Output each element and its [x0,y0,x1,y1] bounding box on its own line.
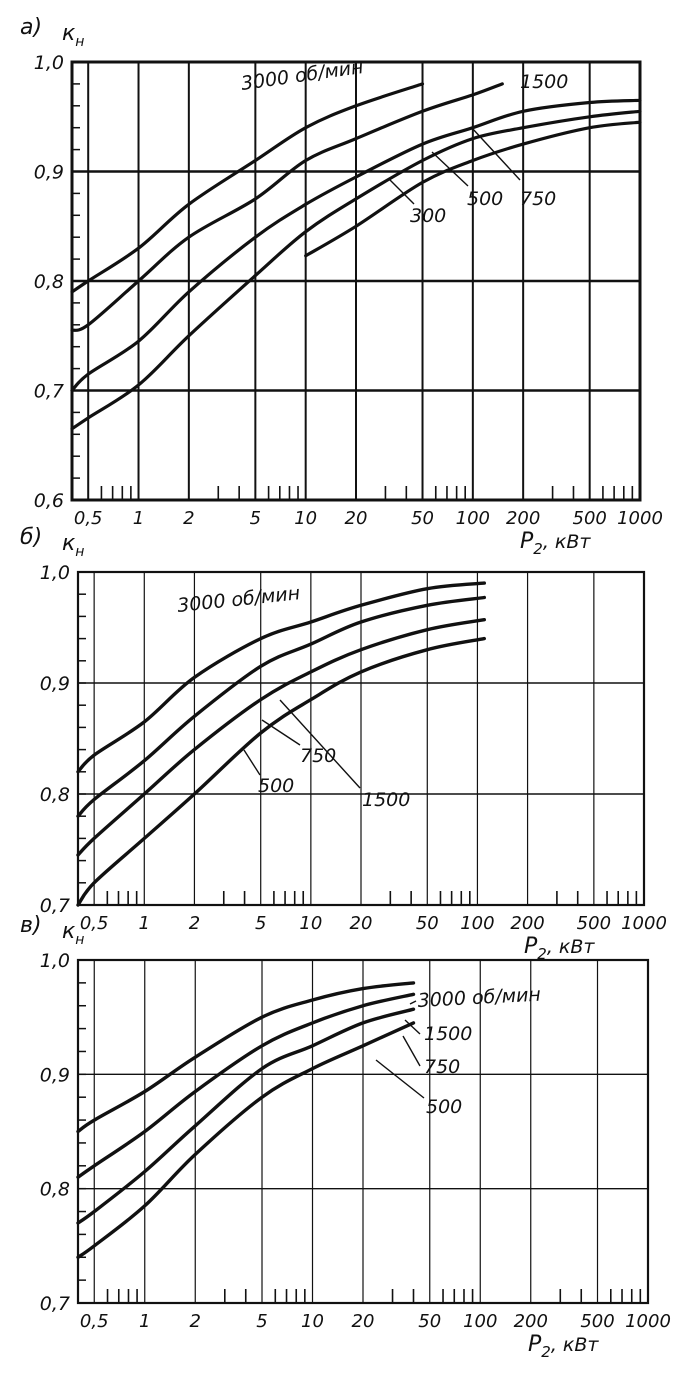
x-tick-label: 500 [580,1311,614,1332]
x-tick-label: 10 [299,913,322,934]
panel-label: б) [20,525,42,550]
x-tick-label: 1000 [625,1311,671,1332]
x-tick-label: 1 [139,913,150,934]
x-axis-label: P2, кВт [528,1332,599,1361]
y-tick-label: 0,6 [34,490,64,512]
x-tick-label: 200 [510,913,544,934]
x-tick-label: 1000 [621,913,667,934]
series-leader-line [279,699,361,789]
series-leader-line [389,179,415,205]
series-line-3 [76,636,486,907]
series-leader-line [243,749,261,776]
series-label: 3000 об/мин [417,984,541,1012]
x-tick-label: 50 [411,508,434,529]
x-tick-label: 500 [573,508,607,529]
series-line-0 [76,981,416,1134]
y-tick-label: 0,9 [40,1064,70,1086]
y-tick-label: 0,9 [40,673,70,695]
x-tick-label: 100 [456,508,490,529]
series-leader-line [402,1035,421,1067]
series-label: 1500 [520,71,568,93]
x-tick-label: 500 [577,913,611,934]
x-axis-label: P2, кВт [520,529,591,558]
x-tick-label: 2 [189,913,200,934]
x-tick-label: 1 [133,508,144,529]
panel-label: в) [20,913,42,938]
x-tick-label: 20 [350,913,373,934]
y-tick-label: 0,7 [40,1293,70,1315]
x-tick-label: 2 [190,1311,201,1332]
x-tick-label: 20 [352,1311,375,1332]
x-tick-label: 5 [250,508,261,529]
x-tick-label: 100 [463,1311,497,1332]
x-tick-label: 200 [506,508,540,529]
series-leader-line [261,719,301,746]
x-tick-label: 100 [460,913,494,934]
series-label: 300 [410,205,446,227]
x-tick-label: 0,5 [80,1311,109,1332]
series-line-2 [70,98,642,393]
y-tick-label: 1,0 [40,950,70,972]
series-line-3 [76,1021,416,1259]
y-tick-label: 0,8 [34,271,64,293]
series-line-3 [70,109,642,431]
x-tick-label: 1 [139,1311,150,1332]
series-label: 500 [258,775,294,797]
series-label: 750 [424,1056,460,1078]
x-tick-label: 0,5 [74,508,103,529]
x-tick-label: 10 [301,1311,324,1332]
series-line-1 [70,82,504,332]
y-tick-label: 0,8 [40,784,70,806]
y-tick-label: 1,0 [34,52,64,74]
x-axis-label: P2, кВт [524,934,595,963]
y-tick-label: 0,8 [40,1179,70,1201]
series-line-2 [76,1007,416,1225]
y-tick-label: 1,0 [40,562,70,584]
x-tick-label: 5 [256,1311,267,1332]
series-line-2 [76,618,486,857]
chart-panel-1: 0,7 0,8 0,9 1,0 0,5 1 2 5 10 20 50 100 200 500 1000 б) к… [20,525,667,963]
series-leader-line [404,1019,421,1035]
series-label: 500 [467,188,503,210]
series-line-4 [304,120,642,258]
x-tick-label: 200 [514,1311,548,1332]
y-axis-label: кн [62,531,84,560]
chart-panel-0: 0,6 0,7 0,8 0,9 1,0 0,5 1 2 5 10 20 50 100 200 500 1000… [20,15,663,558]
x-tick-label: 5 [255,913,266,934]
series-line-0 [76,581,486,774]
series-leader-line [409,1000,417,1005]
series-label: 1500 [362,789,410,811]
y-tick-label: 0,9 [34,162,64,184]
y-axis-label: кн [62,21,84,50]
series-leader-line [375,1059,425,1099]
x-tick-label: 50 [416,913,439,934]
series-line-0 [70,82,425,294]
x-tick-label: 10 [294,508,317,529]
y-tick-label: 0,7 [34,381,64,403]
x-tick-label: 2 [183,508,194,529]
series-label: 750 [520,188,556,210]
series-label: 1500 [424,1023,472,1045]
x-tick-label: 50 [418,1311,441,1332]
series-line-1 [76,595,486,818]
y-tick-label: 0,7 [40,895,70,917]
series-label: 500 [426,1096,462,1118]
x-tick-label: 0,5 [80,913,109,934]
x-tick-label: 20 [345,508,368,529]
series-line-1 [76,992,416,1179]
series-label: 750 [300,745,336,767]
panel-label: a) [20,15,42,40]
x-tick-label: 1000 [617,508,663,529]
